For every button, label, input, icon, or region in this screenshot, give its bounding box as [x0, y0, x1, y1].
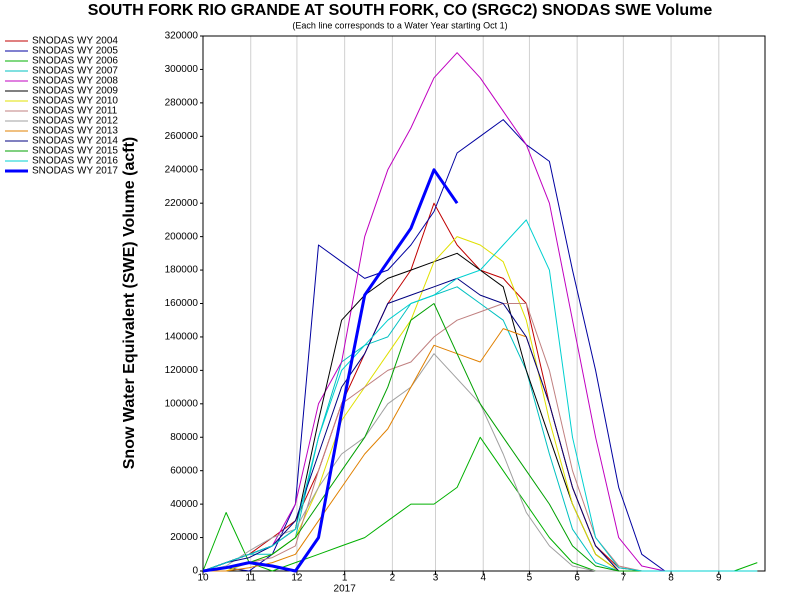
y-tick-label: 20000: [170, 532, 198, 543]
series-line: [202, 219, 758, 572]
legend-label: SNODAS WY 2009: [32, 86, 118, 97]
y-tick-label: 60000: [170, 465, 198, 476]
legend-label: SNODAS WY 2004: [32, 36, 118, 47]
y-tick-label: 180000: [165, 265, 199, 276]
y-tick-label: 100000: [165, 398, 199, 409]
y-tick-label: 160000: [165, 298, 199, 309]
y-tick-label: 300000: [165, 64, 199, 75]
legend-label: SNODAS WY 2008: [32, 76, 118, 87]
x-tick-label: 7: [621, 573, 627, 584]
chart-title: SOUTH FORK RIO GRANDE AT SOUTH FORK, CO …: [88, 2, 713, 19]
y-tick-label: 0: [192, 566, 198, 577]
x-annotation: 2017: [334, 584, 357, 595]
legend-label: SNODAS WY 2010: [32, 96, 118, 107]
legend-label: SNODAS WY 2013: [32, 126, 118, 137]
x-tick-label: 10: [197, 573, 209, 584]
legend-label: SNODAS WY 2006: [32, 56, 118, 67]
legend-label: SNODAS WY 2005: [32, 46, 118, 57]
series-line: [202, 168, 459, 573]
x-tick-label: 12: [291, 573, 303, 584]
plot-frame: [202, 35, 766, 572]
x-tick-label: 2: [390, 573, 396, 584]
y-tick-label: 260000: [165, 131, 199, 142]
x-tick-label: 6: [574, 573, 580, 584]
y-tick-label: 200000: [165, 231, 199, 242]
y-tick-label: 120000: [165, 365, 199, 376]
legend-label: SNODAS WY 2014: [32, 136, 118, 147]
y-tick-label: 80000: [170, 432, 198, 443]
y-tick-label: 220000: [165, 198, 199, 209]
y-axis-label: Snow Water Equivalent (SWE) Volume (acft…: [121, 137, 138, 469]
y-tick-label: 40000: [170, 499, 198, 510]
x-tick-label: 8: [668, 573, 674, 584]
legend-label: SNODAS WY 2012: [32, 116, 118, 127]
legend-label: SNODAS WY 2016: [32, 156, 118, 167]
x-tick-label: 3: [433, 573, 439, 584]
x-tick-label: 9: [716, 573, 722, 584]
chart-subtitle: (Each line corresponds to a Water Year s…: [292, 20, 507, 30]
y-tick-label: 280000: [165, 98, 199, 109]
legend-label: SNODAS WY 2017: [32, 166, 118, 177]
y-tick-label: 240000: [165, 164, 199, 175]
x-tick-label: 11: [246, 573, 257, 584]
x-tick-label: 1: [342, 573, 348, 584]
y-tick-label: 320000: [165, 31, 199, 42]
legend-label: SNODAS WY 2011: [32, 106, 118, 117]
legend-label: SNODAS WY 2015: [32, 146, 118, 157]
legend-label: SNODAS WY 2007: [32, 66, 118, 77]
x-tick-label: 4: [480, 573, 486, 584]
x-tick-label: 5: [527, 573, 533, 584]
y-tick-label: 140000: [165, 332, 199, 343]
